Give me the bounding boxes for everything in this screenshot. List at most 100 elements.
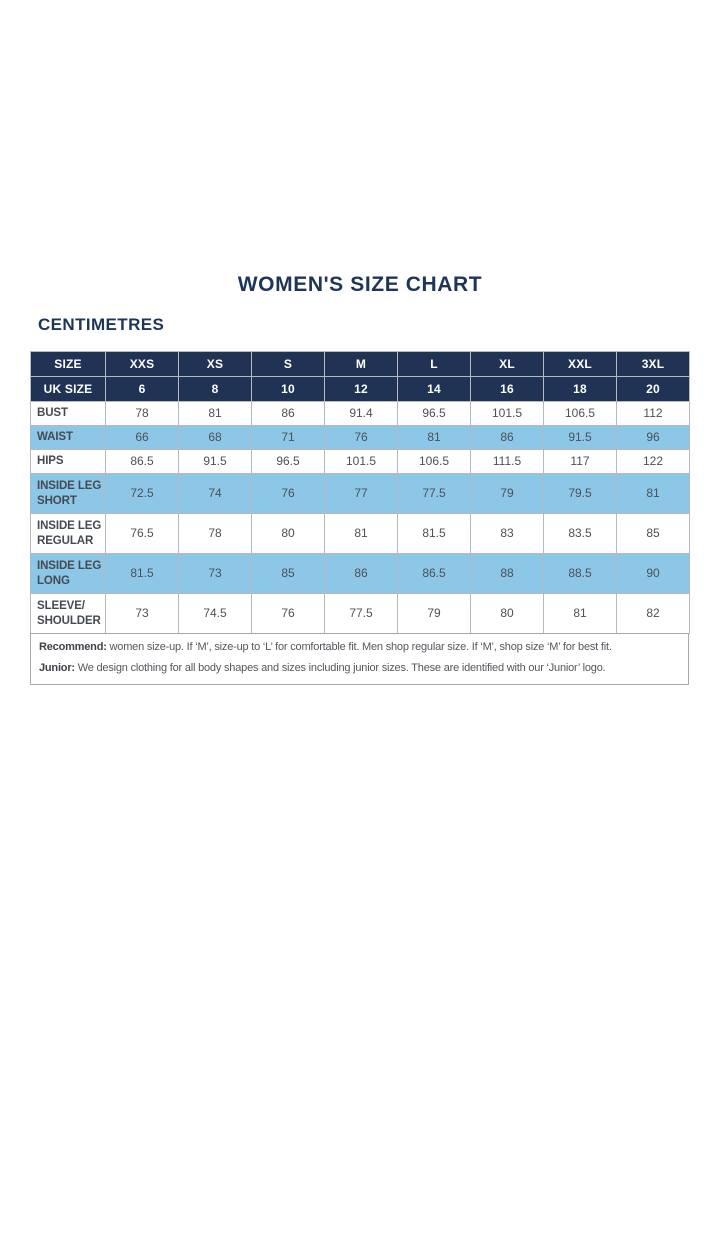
note-recommend-text: women size-up. If ‘M’, size-up to ‘L’ fo… xyxy=(106,641,612,653)
header-cell: XXS xyxy=(105,351,179,377)
note-recommend: Recommend: women size-up. If ‘M’, size-u… xyxy=(39,637,680,658)
data-cell: 78 xyxy=(105,401,179,426)
data-cell: 77.5 xyxy=(324,593,398,634)
data-cell: 76 xyxy=(251,593,325,634)
data-cell: 72.5 xyxy=(105,473,179,514)
header-cell: 20 xyxy=(616,376,690,402)
data-cell: 86 xyxy=(324,553,398,594)
size-table-head: SIZE XXS XS S M L XL XXL 3XL UK SIZE 6 8 10 12 14 16 18 2… xyxy=(30,351,690,402)
data-cell: 81 xyxy=(397,425,471,450)
row-label: INSIDE LEG LONG xyxy=(30,553,106,594)
data-cell: 71 xyxy=(251,425,325,450)
data-cell: 77 xyxy=(324,473,398,514)
size-table-row: INSIDE LEG SHORT 72.5 74 76 77 77.5 79 79.5 81 xyxy=(30,473,690,514)
data-cell: 88.5 xyxy=(543,553,617,594)
size-table-header-row: UK SIZE 6 8 10 12 14 16 18 20 xyxy=(30,376,690,402)
row-label: WAIST xyxy=(30,425,106,450)
size-table-row: BUST 78 81 86 91.4 96.5 101.5 106.5 112 xyxy=(30,401,690,426)
data-cell: 122 xyxy=(616,449,690,474)
data-cell: 68 xyxy=(178,425,252,450)
header-row-label: SIZE xyxy=(30,351,106,377)
row-label: INSIDE LEG SHORT xyxy=(30,473,106,514)
data-cell: 80 xyxy=(251,513,325,554)
data-cell: 101.5 xyxy=(470,401,544,426)
data-cell: 66 xyxy=(105,425,179,450)
row-label: INSIDE LEG REGULAR xyxy=(30,513,106,554)
note-junior: Junior: We design clothing for all body … xyxy=(39,658,680,679)
size-table: SIZE XXS XS S M L XL XXL 3XL UK SIZE 6 8 10 12 14 16 18 2… xyxy=(30,351,690,634)
header-cell: L xyxy=(397,351,471,377)
units-label: CENTIMETRES xyxy=(38,315,165,334)
size-table-row: INSIDE LEG REGULAR 76.5 78 80 81 81.5 83 83.5 85 xyxy=(30,513,690,554)
data-cell: 79 xyxy=(397,593,471,634)
data-cell: 90 xyxy=(616,553,690,594)
header-cell: 12 xyxy=(324,376,398,402)
data-cell: 73 xyxy=(105,593,179,634)
header-cell: 8 xyxy=(178,376,252,402)
page-title: WOMEN'S SIZE CHART xyxy=(237,273,483,296)
data-cell: 79.5 xyxy=(543,473,617,514)
data-cell: 81 xyxy=(543,593,617,634)
data-cell: 79 xyxy=(470,473,544,514)
note-recommend-label: Recommend: xyxy=(39,641,107,653)
size-table-row: INSIDE LEG LONG 81.5 73 85 86 86.5 88 88.5 90 xyxy=(30,553,690,594)
data-cell: 76.5 xyxy=(105,513,179,554)
header-cell: 6 xyxy=(105,376,179,402)
data-cell: 82 xyxy=(616,593,690,634)
data-cell: 101.5 xyxy=(324,449,398,474)
note-junior-text: We design clothing for all body shapes a… xyxy=(74,662,606,674)
data-cell: 86 xyxy=(470,425,544,450)
data-cell: 88 xyxy=(470,553,544,594)
data-cell: 81 xyxy=(616,473,690,514)
data-cell: 117 xyxy=(543,449,617,474)
header-cell: XS xyxy=(178,351,252,377)
data-cell: 76 xyxy=(324,425,398,450)
header-cell: 3XL xyxy=(616,351,690,377)
data-cell: 81.5 xyxy=(105,553,179,594)
data-cell: 76 xyxy=(251,473,325,514)
notes-box: Recommend: women size-up. If ‘M’, size-u… xyxy=(30,633,689,685)
data-cell: 91.4 xyxy=(324,401,398,426)
data-cell: 96.5 xyxy=(397,401,471,426)
size-table-row: SLEEVE/ SHOULDER 73 74.5 76 77.5 79 80 81 82 xyxy=(30,593,690,634)
data-cell: 112 xyxy=(616,401,690,426)
size-table-row: HIPS 86.5 91.5 96.5 101.5 106.5 111.5 117 122 xyxy=(30,449,690,474)
header-cell: 14 xyxy=(397,376,471,402)
data-cell: 85 xyxy=(616,513,690,554)
data-cell: 81 xyxy=(324,513,398,554)
data-cell: 106.5 xyxy=(543,401,617,426)
data-cell: 86.5 xyxy=(105,449,179,474)
header-cell: XL xyxy=(470,351,544,377)
data-cell: 106.5 xyxy=(397,449,471,474)
header-cell: 10 xyxy=(251,376,325,402)
data-cell: 96.5 xyxy=(251,449,325,474)
header-cell: S xyxy=(251,351,325,377)
data-cell: 74 xyxy=(178,473,252,514)
row-label: HIPS xyxy=(30,449,106,474)
size-table-body: BUST 78 81 86 91.4 96.5 101.5 106.5 112 WAIST 66 68… xyxy=(30,401,690,634)
note-junior-label: Junior: xyxy=(39,662,75,674)
data-cell: 78 xyxy=(178,513,252,554)
data-cell: 81.5 xyxy=(397,513,471,554)
header-cell: XXL xyxy=(543,351,617,377)
data-cell: 91.5 xyxy=(178,449,252,474)
data-cell: 81 xyxy=(178,401,252,426)
data-cell: 80 xyxy=(470,593,544,634)
header-row-label: UK SIZE xyxy=(30,376,106,402)
data-cell: 73 xyxy=(178,553,252,594)
data-cell: 96 xyxy=(616,425,690,450)
data-cell: 83.5 xyxy=(543,513,617,554)
data-cell: 85 xyxy=(251,553,325,594)
data-cell: 83 xyxy=(470,513,544,554)
data-cell: 77.5 xyxy=(397,473,471,514)
data-cell: 86 xyxy=(251,401,325,426)
data-cell: 86.5 xyxy=(397,553,471,594)
header-cell: 16 xyxy=(470,376,544,402)
row-label: BUST xyxy=(30,401,106,426)
row-label: SLEEVE/ SHOULDER xyxy=(30,593,106,634)
data-cell: 111.5 xyxy=(470,449,544,474)
data-cell: 74.5 xyxy=(178,593,252,634)
header-cell: M xyxy=(324,351,398,377)
data-cell: 91.5 xyxy=(543,425,617,450)
size-table-row: WAIST 66 68 71 76 81 86 91.5 96 xyxy=(30,425,690,450)
